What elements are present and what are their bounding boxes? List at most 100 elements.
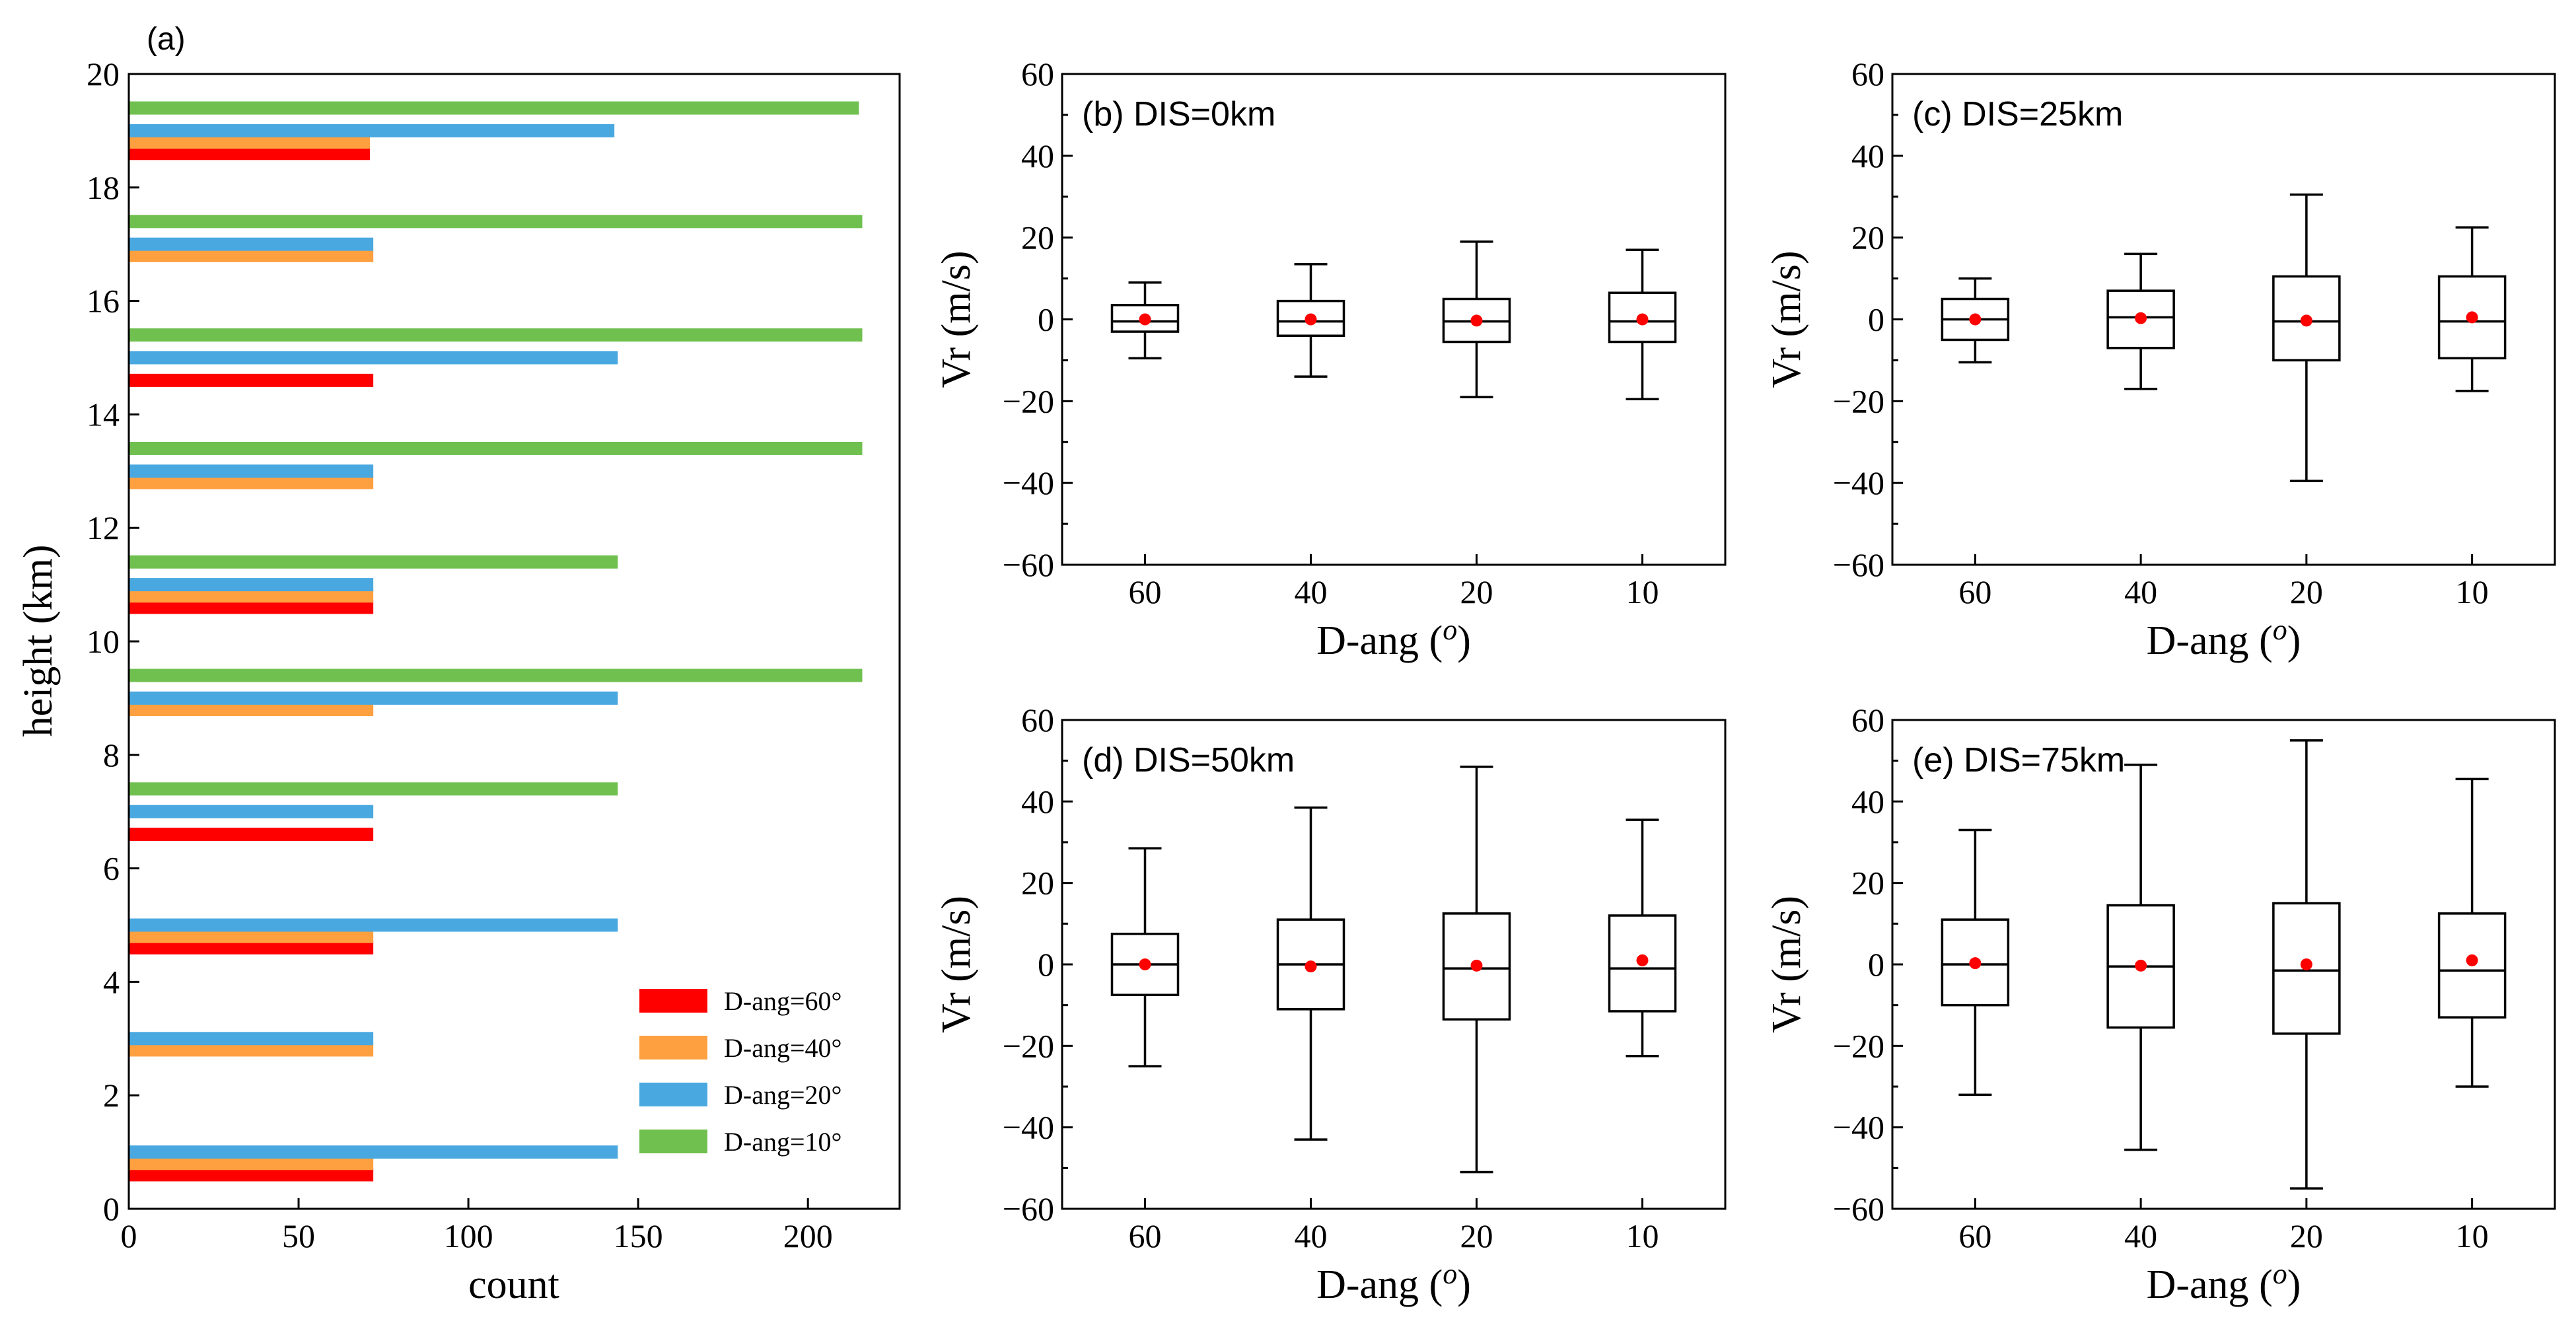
bar-d10-2 [129, 555, 618, 569]
x-tick-label-e: 40 [2124, 1217, 2157, 1254]
bar-d60-2 [129, 828, 374, 842]
bar-d10-1 [129, 668, 863, 682]
mean-marker-e-3 [2466, 954, 2478, 966]
mean-marker-b-3 [1636, 313, 1649, 326]
bar-d40-7 [129, 135, 371, 149]
y-tick-label-a: 20 [87, 55, 120, 92]
x-tick-label-a: 0 [121, 1217, 137, 1254]
panel-title-b: (b) DIS=0km [1082, 95, 1275, 133]
y-tick-label-c: 20 [1851, 219, 1884, 256]
x-tick-label-b: 40 [1295, 573, 1328, 610]
x-tick-label-e: 20 [2290, 1217, 2323, 1254]
x-axis-label-c: D-ang (o) [2147, 614, 2301, 663]
y-tick-label-a: 16 [87, 283, 120, 320]
bar-d40-5 [129, 476, 374, 489]
y-tick-label-b: −40 [1003, 464, 1054, 501]
y-axis-label-c: Vr (m/s) [1764, 250, 1809, 388]
x-axis-label-text-b: D-ang [1316, 618, 1419, 663]
bar-d20-4 [129, 691, 618, 705]
mean-marker-d-0 [1139, 958, 1151, 970]
bar-d20-5 [129, 578, 374, 592]
x-axis-label-text-e: D-ang [2147, 1262, 2249, 1307]
x-axis-label-sup-e: o [2273, 1258, 2287, 1290]
bar-d10-3 [129, 441, 863, 455]
bar-d20-3 [129, 805, 374, 818]
bar-d40-4 [129, 589, 374, 603]
x-axis-label-sup-c: o [2273, 614, 2287, 646]
x-axis-label-sup-d: o [1443, 1258, 1457, 1290]
panel-c: −60 −40 −20 0 20 40 60 60 40 20 10 (c) DIS=25km D-an… [1764, 55, 2556, 663]
legend-label-d20: D-ang=20° [724, 1080, 842, 1110]
legend-label-d40: D-ang=40° [724, 1033, 842, 1063]
x-tick-label-a: 50 [282, 1217, 315, 1254]
x-tick-label-d: 40 [1295, 1217, 1328, 1254]
y-tick-label-a: 10 [87, 623, 120, 660]
y-tick-label-b: 0 [1038, 301, 1054, 338]
mean-marker-d-2 [1470, 959, 1483, 972]
bar-d20-2 [129, 918, 618, 932]
mean-marker-c-2 [2300, 314, 2312, 327]
y-tick-label-c: 60 [1851, 55, 1884, 92]
y-tick-label-d: 40 [1021, 783, 1054, 820]
y-axis-label-d: Vr (m/s) [934, 896, 979, 1033]
y-tick-label-b: 60 [1021, 55, 1054, 92]
x-tick-label-c: 60 [1958, 573, 1991, 610]
mean-marker-b-1 [1305, 313, 1317, 326]
y-tick-label-d: 60 [1021, 701, 1054, 738]
y-tick-label-b: 20 [1021, 219, 1054, 256]
panel-title-e: (e) DIS=75km [1912, 741, 2125, 779]
panel-b: −60 −40 −20 0 20 40 60 60 40 20 10 (b) DIS=0km D-ang… [934, 55, 1727, 663]
x-axis-label-text-c: D-ang [2147, 618, 2249, 663]
y-axis-label-a: height (km) [16, 545, 61, 737]
panel-title-d: (d) DIS=50km [1082, 741, 1295, 779]
y-tick-label-a: 18 [87, 169, 120, 206]
legend-label-d60: D-ang=60° [724, 986, 842, 1016]
x-axis-label-b: D-ang (o) [1316, 614, 1471, 663]
y-tick-label-c: −60 [1833, 546, 1884, 583]
bar-d40-6 [129, 248, 374, 262]
mean-marker-e-2 [2300, 958, 2312, 970]
mean-marker-d-3 [1636, 954, 1649, 966]
x-tick-label-d: 60 [1129, 1217, 1162, 1254]
bar-d20-6 [129, 464, 374, 478]
legend-swatch-d40 [639, 1036, 707, 1060]
bar-d20-0 [129, 1145, 618, 1159]
legend-swatch-d60 [639, 989, 707, 1013]
y-tick-label-d: −40 [1003, 1109, 1054, 1146]
x-tick-label-b: 10 [1626, 573, 1659, 610]
x-tick-label-e: 10 [2456, 1217, 2489, 1254]
bar-d40-0 [129, 1157, 374, 1170]
x-tick-label-c: 20 [2290, 573, 2323, 610]
legend-swatch-d10 [639, 1130, 707, 1153]
x-axis-label-sup-b: o [1443, 614, 1457, 646]
mean-marker-b-0 [1139, 313, 1151, 326]
x-axis-label-paren-open-c: ( [2249, 618, 2273, 663]
y-tick-label-c: 0 [1868, 301, 1884, 338]
bar-d10-5 [129, 215, 863, 229]
x-axis-label-e: D-ang (o) [2147, 1258, 2301, 1307]
panel-d: −60 −40 −20 0 20 40 60 60 40 20 10 (d) DIS=50km D-an… [934, 701, 1727, 1307]
x-axis-label-paren-close-b: ) [1457, 618, 1471, 663]
y-tick-label-c: −40 [1833, 464, 1884, 501]
x-tick-label-d: 10 [1626, 1217, 1659, 1254]
x-tick-label-c: 10 [2456, 573, 2489, 610]
x-tick-label-d: 20 [1460, 1217, 1493, 1254]
x-axis-label-paren-close-e: ) [2287, 1262, 2301, 1307]
bar-d40-1 [129, 1043, 374, 1057]
bar-d10-4 [129, 328, 863, 342]
y-tick-label-a: 14 [87, 396, 120, 433]
x-tick-label-a: 150 [614, 1217, 663, 1254]
bar-d10-6 [129, 101, 859, 115]
mean-marker-c-1 [2135, 312, 2147, 324]
bar-d60-5 [129, 147, 371, 161]
y-tick-label-e: 0 [1868, 946, 1884, 983]
panel-label-a: (a) [147, 22, 186, 57]
x-axis-label-paren-open-d: ( [1419, 1262, 1443, 1307]
y-tick-label-c: −20 [1833, 382, 1884, 419]
y-tick-label-d: 20 [1021, 865, 1054, 902]
x-axis-label-paren-close-d: ) [1457, 1262, 1471, 1307]
y-tick-label-e: −20 [1833, 1027, 1884, 1064]
y-tick-label-d: −60 [1003, 1190, 1054, 1227]
y-tick-label-e: 20 [1851, 865, 1884, 902]
y-tick-label-a: 8 [103, 737, 120, 773]
